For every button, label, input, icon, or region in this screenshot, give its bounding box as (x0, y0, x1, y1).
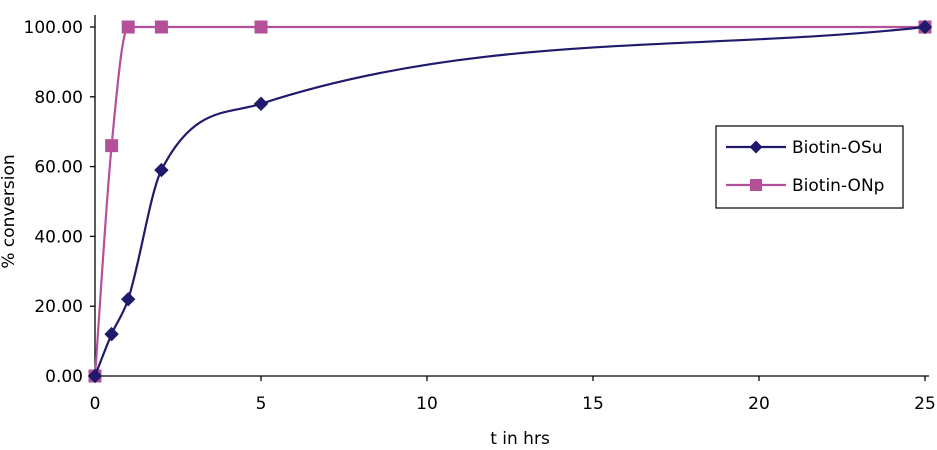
y-tick-label: 20.00 (34, 297, 83, 317)
data-point-diamond (154, 162, 169, 178)
x-tick-label: 0 (90, 394, 101, 414)
legend-marker-square (750, 179, 762, 191)
y-tick-label: 40.00 (34, 227, 83, 247)
x-tick-label: 10 (416, 394, 438, 414)
data-point-diamond (87, 368, 103, 384)
legend-label: Biotin-ONp (792, 176, 884, 196)
series-line (93, 25, 926, 377)
data-point-square (105, 139, 119, 153)
x-axis-ticks: 0 5 10 15 20 25 (90, 376, 936, 414)
y-tick-label: 0.00 (45, 367, 83, 387)
x-tick-label: 20 (748, 394, 770, 414)
data-point-diamond (104, 326, 119, 342)
data-point-square (254, 20, 268, 34)
y-tick-label: 80.00 (34, 88, 83, 108)
legend-entry: Biotin-OSu (726, 138, 883, 158)
data-point-diamond (253, 96, 269, 111)
y-axis-title: % conversion (0, 154, 19, 268)
data-point-square (154, 20, 168, 34)
series-layer (87, 19, 933, 384)
y-tick-label: 60.00 (34, 158, 83, 178)
legend-entry: Biotin-ONp (726, 176, 884, 196)
series-biotin-osu (87, 19, 933, 384)
legend-box (715, 125, 904, 209)
data-point-diamond (917, 19, 933, 35)
legend: Biotin-OSu Biotin-ONp (715, 125, 904, 209)
y-tick-label: 100.00 (24, 18, 83, 38)
x-tick-label: 25 (914, 394, 936, 414)
x-tick-label: 5 (256, 394, 267, 414)
data-point-square (121, 20, 135, 34)
x-tick-label: 15 (582, 394, 604, 414)
x-axis-title: t in hrs (490, 429, 550, 449)
y-axis-ticks: 0.00 20.00 40.00 60.00 80.00 100.00 (24, 18, 95, 387)
data-point-diamond (120, 292, 136, 307)
legend-label: Biotin-OSu (792, 138, 883, 158)
legend-marker-diamond (749, 140, 763, 154)
axes: 0.00 20.00 40.00 60.00 80.00 100.00 0 5 10 15 20 2… (24, 15, 936, 414)
